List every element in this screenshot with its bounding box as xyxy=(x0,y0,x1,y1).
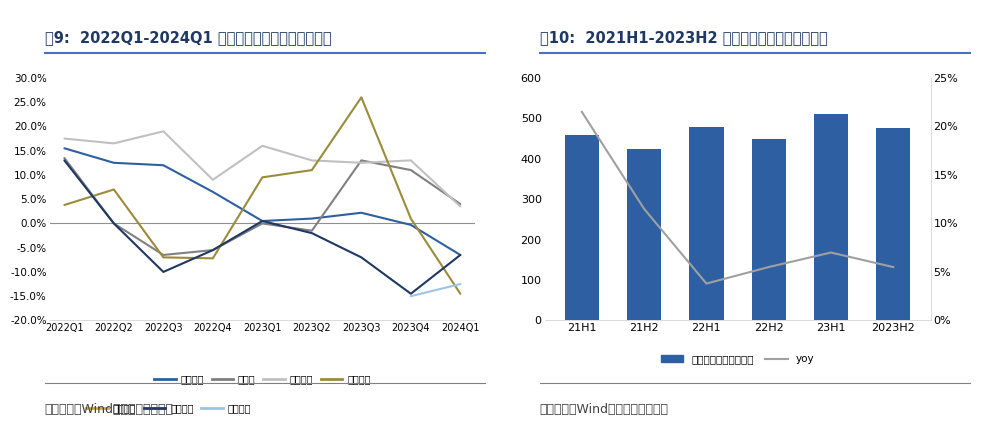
Bar xyxy=(689,127,724,320)
Bar xyxy=(751,139,786,320)
Bar xyxy=(627,149,661,320)
Bar xyxy=(814,113,848,320)
Bar xyxy=(564,135,599,320)
Text: 图10:  2021H1-2023H2 蒙牛乳业半年度收入及同比: 图10: 2021H1-2023H2 蒙牛乳业半年度收入及同比 xyxy=(540,30,828,45)
Legend: 蒙牛乳业收入（亿元）, yoy: 蒙牛乳业收入（亿元）, yoy xyxy=(656,350,819,368)
Text: 数据来源：Wind，东吴证券研究所: 数据来源：Wind，东吴证券研究所 xyxy=(540,403,668,416)
Text: 图9:  2022Q1-2024Q1 主要乳企单季度收入同比增速: 图9: 2022Q1-2024Q1 主要乳企单季度收入同比增速 xyxy=(45,30,332,45)
Bar xyxy=(876,129,911,320)
Legend: 熊猫乳品, 三元股份, 光明乳业: 熊猫乳品, 三元股份, 光明乳业 xyxy=(82,400,255,417)
Text: 数据来源：Wind，东吴证券研究所: 数据来源：Wind，东吴证券研究所 xyxy=(45,403,173,416)
